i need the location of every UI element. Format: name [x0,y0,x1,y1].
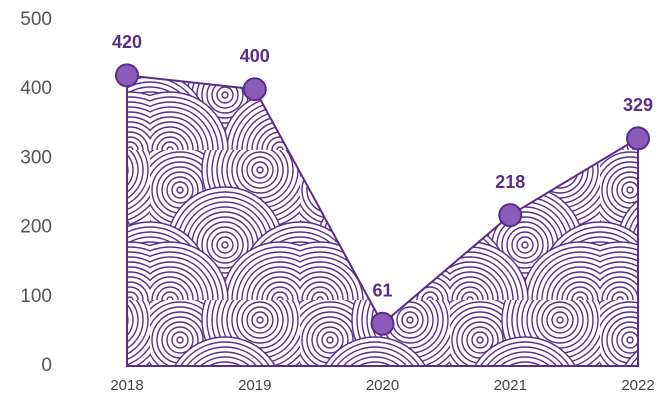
marker [242,77,267,102]
marker [370,311,395,336]
marker [626,126,650,151]
value-label: 61 [372,281,392,301]
y-tick-label: 100 [20,286,52,307]
marker [115,63,139,88]
y-tick-label: 500 [20,9,52,30]
y-tick-label: 0 [41,355,52,376]
value-label: 420 [112,32,142,52]
y-tick-label: 300 [20,147,52,168]
marker [498,203,523,228]
y-tick-label: 400 [20,78,52,99]
x-tick-label: 2022 [621,377,654,394]
x-tick-label: 2019 [238,377,271,394]
x-tick-label: 2021 [494,377,527,394]
area [126,74,639,367]
y-tick-label: 200 [20,217,52,238]
value-label: 218 [495,172,525,192]
x-tick-label: 2020 [366,377,399,394]
value-label: 329 [623,95,653,115]
x-tick-label: 2018 [110,377,143,394]
value-label: 400 [240,46,270,66]
